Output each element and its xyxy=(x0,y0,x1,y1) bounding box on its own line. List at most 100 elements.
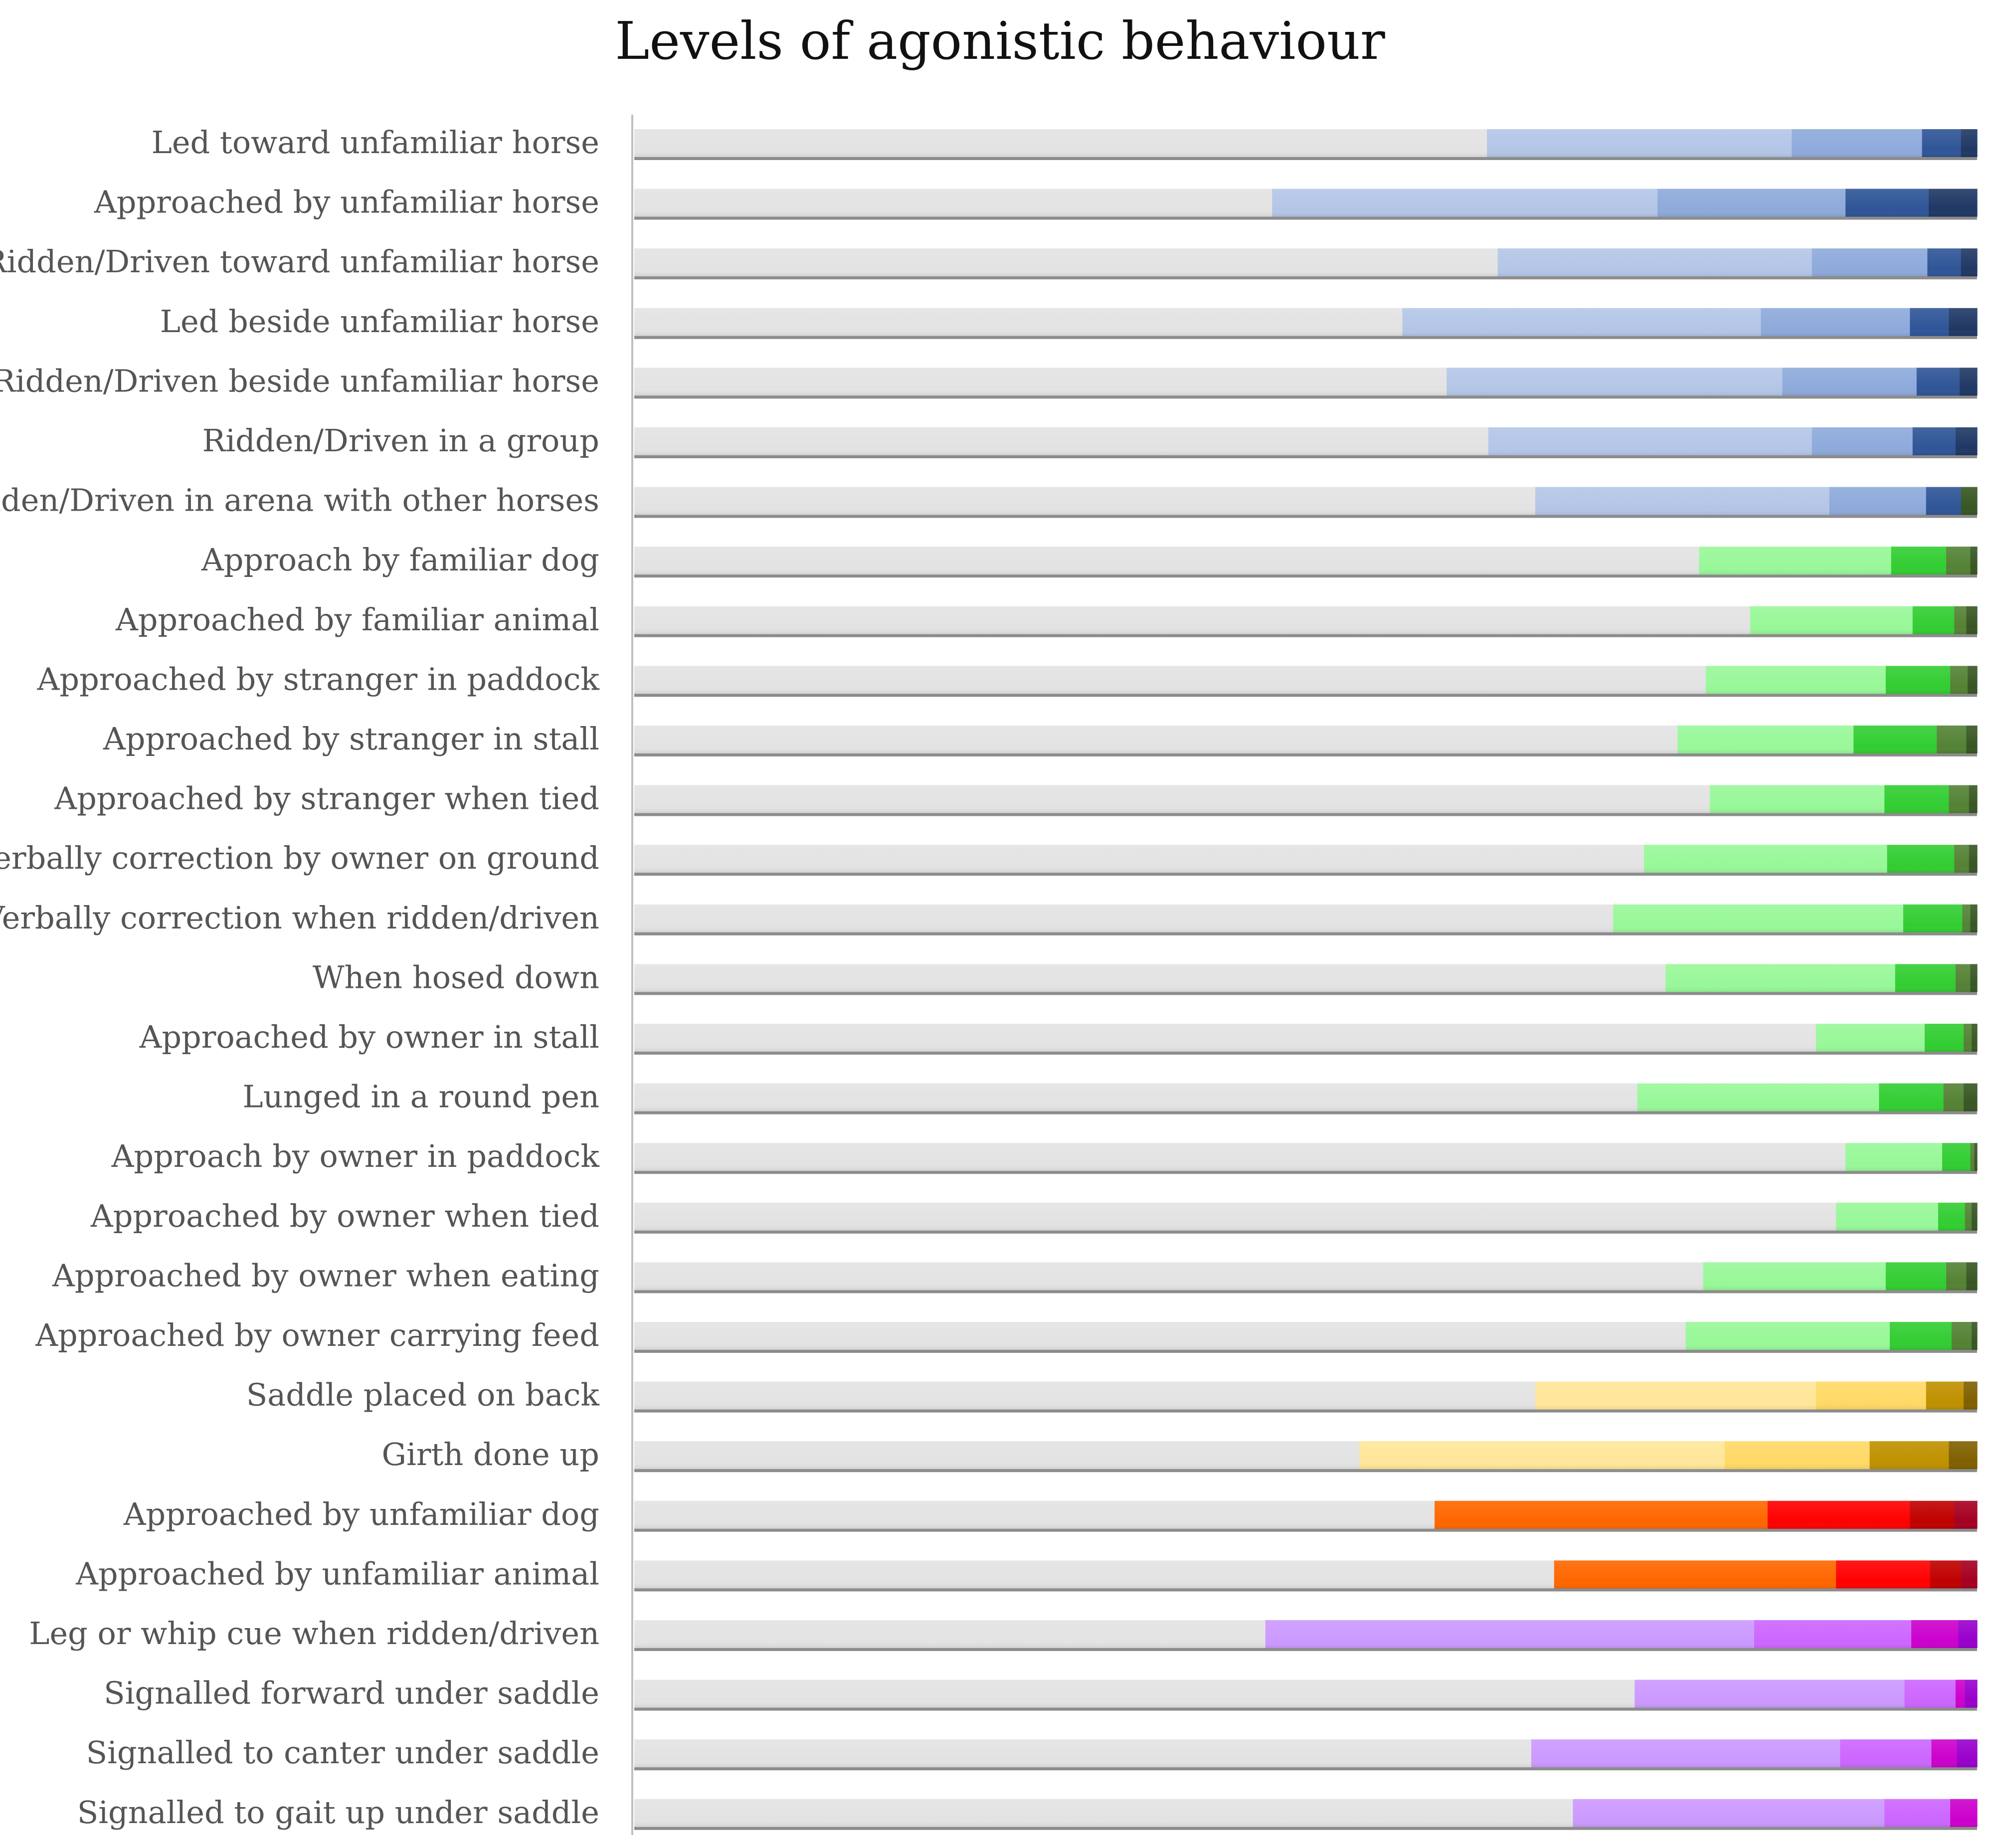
bar-row xyxy=(634,1202,1978,1234)
category-label: Ridden/Driven beside unfamiliar horse xyxy=(0,363,599,399)
category-label: Approached by owner in stall xyxy=(139,1019,599,1055)
bar-shadow xyxy=(634,753,1977,756)
bar-shading xyxy=(634,785,1977,813)
bar-row xyxy=(634,666,1978,697)
bar-shading xyxy=(634,547,1977,575)
category-label: Approached by stranger in paddock xyxy=(37,661,600,697)
bar-row xyxy=(634,1441,1978,1473)
bar-shadow xyxy=(634,1528,1977,1532)
bar-row xyxy=(634,1262,1978,1294)
bar-shading xyxy=(634,1560,1977,1589)
bar-row xyxy=(634,1799,1978,1830)
bar-shadow xyxy=(634,1588,1977,1592)
bar-shadow xyxy=(634,335,1977,339)
bar-shadow xyxy=(634,395,1977,399)
bar-shadow xyxy=(634,1051,1977,1055)
bar-row xyxy=(634,1381,1978,1413)
bar-shadow xyxy=(634,991,1977,995)
bar-shadow xyxy=(634,514,1977,518)
bar-row xyxy=(634,1620,1978,1651)
bar-row xyxy=(634,129,1978,160)
bar-shading xyxy=(634,1083,1977,1111)
bar-shading xyxy=(634,845,1977,873)
bar-shadow xyxy=(634,1349,1977,1353)
bar-row xyxy=(634,606,1978,637)
bar-shadow xyxy=(634,633,1977,637)
category-label: Approached by stranger in stall xyxy=(103,721,599,757)
bar-shadow xyxy=(634,216,1977,220)
bar-row xyxy=(634,1739,1978,1771)
bar-row xyxy=(634,964,1978,995)
bar-shading xyxy=(634,308,1977,336)
bar-row xyxy=(634,1024,1978,1055)
bar-shading xyxy=(634,129,1977,157)
category-label: Verbally correction by owner on ground xyxy=(0,840,599,876)
bar-shading xyxy=(634,368,1977,396)
bar-row xyxy=(634,427,1978,458)
bar-shadow xyxy=(634,1767,1977,1771)
bar-row xyxy=(634,308,1978,339)
bar-row xyxy=(634,1679,1978,1711)
category-label: Approached by unfamiliar horse xyxy=(94,184,599,220)
category-label: Girth done up xyxy=(381,1436,599,1473)
category-label: Approached by owner carrying feed xyxy=(35,1317,599,1353)
bar-shadow xyxy=(634,157,1977,160)
bar-row xyxy=(634,1083,1978,1114)
bar-shadow xyxy=(634,693,1977,697)
category-label: When hosed down xyxy=(313,959,599,995)
bar-shading xyxy=(634,666,1977,694)
bar-shading xyxy=(634,1143,1977,1171)
category-label: Approached by familiar animal xyxy=(115,601,599,638)
category-label: Ridden/Driven toward unfamiliar horse xyxy=(0,243,599,280)
bar-shadow xyxy=(634,1648,1977,1651)
bar-shading xyxy=(634,1679,1977,1708)
category-label: Signalled to gait up under saddle xyxy=(77,1794,599,1831)
bar-shading xyxy=(634,726,1977,753)
bar-shading xyxy=(634,606,1977,634)
bar-shadow xyxy=(634,1230,1977,1234)
category-label: Ridden/Driven in arena with other horses xyxy=(0,482,599,519)
bar-row xyxy=(634,368,1978,399)
bar-row xyxy=(634,248,1978,280)
bar-row xyxy=(634,1143,1978,1174)
bar-row xyxy=(634,547,1978,578)
bar-row xyxy=(634,904,1978,935)
bar-shadow xyxy=(634,276,1977,280)
chart-title: Levels of agonistic behaviour xyxy=(615,10,1385,71)
bar-shadow xyxy=(634,574,1977,578)
bar-shadow xyxy=(634,1707,1977,1711)
bar-shading xyxy=(634,1739,1977,1768)
category-label: Approached by owner when tied xyxy=(90,1198,599,1234)
category-label: Saddle placed on back xyxy=(246,1377,600,1413)
bar-shadow xyxy=(634,931,1977,935)
bar-shading xyxy=(634,1322,1977,1350)
bar-shading xyxy=(634,1799,1977,1827)
bar-shadow xyxy=(634,872,1977,876)
category-label: Approached by unfamiliar dog xyxy=(123,1496,599,1532)
bar-shadow xyxy=(634,1826,1977,1830)
category-label: Approach by familiar dog xyxy=(201,542,599,578)
bar-row xyxy=(634,845,1978,876)
bar-shading xyxy=(634,1202,1977,1231)
bar-shadow xyxy=(634,1409,1977,1413)
bar-shading xyxy=(634,964,1977,992)
bar-row xyxy=(634,726,1978,756)
bar-shading xyxy=(634,487,1977,515)
bar-shading xyxy=(634,904,1977,932)
category-label: Ridden/Driven in a group xyxy=(202,422,599,459)
category-label: Signalled to canter under saddle xyxy=(86,1734,599,1771)
bar-row xyxy=(634,188,1978,220)
bar-row xyxy=(634,785,1978,816)
bar-row xyxy=(634,487,1978,518)
category-label: Approached by stranger when tied xyxy=(54,780,599,817)
bar-shading xyxy=(634,1441,1977,1470)
category-label: Signalled forward under saddle xyxy=(104,1675,599,1711)
bar-shading xyxy=(634,1500,1977,1529)
category-label: Verbally correction when ridden/driven xyxy=(0,900,599,936)
category-label: Led beside unfamiliar horse xyxy=(160,303,599,340)
bar-row xyxy=(634,1560,1978,1592)
bar-row xyxy=(634,1500,1978,1532)
bar-shading xyxy=(634,1620,1977,1648)
bar-shadow xyxy=(634,1469,1977,1473)
bars-layer xyxy=(634,129,1978,1830)
